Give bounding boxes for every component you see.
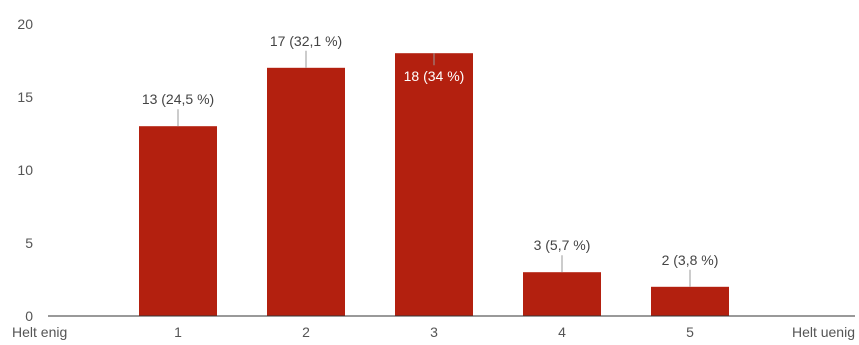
bar — [267, 67, 345, 316]
x-tick-label: 3 — [430, 324, 438, 340]
bar — [651, 286, 729, 316]
x-axis-left-end-label: Helt enig — [12, 324, 67, 340]
bar — [523, 272, 601, 316]
x-tick-label: 4 — [558, 324, 566, 340]
data-labels: 13 (24,5 %) 17 (32,1 %) 18 (34 %) 3 (5,7 %)… — [142, 33, 719, 268]
x-tick-label: 5 — [686, 324, 694, 340]
y-tick-label: 15 — [17, 89, 33, 105]
x-tick-label: 2 — [302, 324, 310, 340]
y-tick-label: 20 — [17, 16, 33, 32]
data-label: 13 (24,5 %) — [142, 91, 214, 107]
data-label: 18 (34 %) — [404, 68, 465, 84]
bars — [139, 53, 729, 316]
label-leaders — [177, 50, 691, 287]
data-label: 17 (32,1 %) — [270, 33, 342, 49]
data-label: 3 (5,7 %) — [534, 237, 591, 253]
bar — [395, 53, 473, 316]
y-axis-ticks: 0 5 10 15 20 — [17, 16, 33, 324]
y-tick-label: 0 — [25, 308, 33, 324]
bar — [139, 126, 217, 316]
y-tick-label: 10 — [17, 162, 33, 178]
x-axis-ticks: 1 2 3 4 5 — [174, 324, 694, 340]
data-label: 2 (3,8 %) — [662, 252, 719, 268]
y-tick-label: 5 — [25, 235, 33, 251]
x-axis-right-end-label: Helt uenig — [792, 324, 855, 340]
x-tick-label: 1 — [174, 324, 182, 340]
